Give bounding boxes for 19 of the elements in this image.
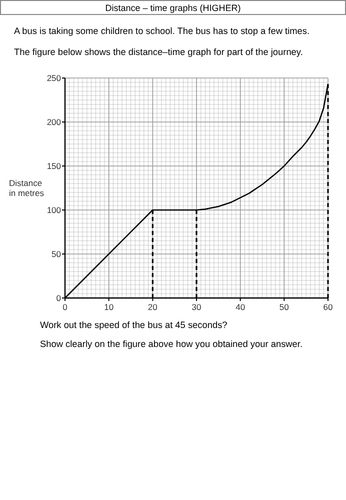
text: The figure below shows the distance–time graph for part of the journey. <box>14 47 303 57</box>
chart-title: Distance – time graphs (HIGHER) <box>105 3 241 13</box>
y-tick-label: 100 <box>46 205 62 215</box>
text: Work out the speed of the bus at 45 seconds? <box>40 320 228 330</box>
text: A bus is taking some children to school. The bus has to stop a few times. <box>14 26 310 36</box>
y-tick-label: 0 <box>56 293 62 303</box>
x-tick-label: 50 <box>279 302 290 312</box>
x-tick-label: 0 <box>62 302 68 312</box>
y-axis-title: Distance in metres <box>9 178 44 198</box>
y-tick-label: 50 <box>52 249 62 259</box>
text: Show clearly on the figure above how you obtained your answer. <box>40 339 303 349</box>
x-tick-label: 40 <box>236 302 246 312</box>
x-tick-label: 60 <box>323 302 333 312</box>
y-tick-label: 250 <box>46 73 62 83</box>
x-tick-label: 20 <box>148 302 158 312</box>
y-tick-label: 150 <box>46 161 62 171</box>
y-tick-label: 200 <box>46 117 62 127</box>
x-tick-label: 10 <box>104 302 114 312</box>
x-tick-label: 30 <box>192 302 202 312</box>
